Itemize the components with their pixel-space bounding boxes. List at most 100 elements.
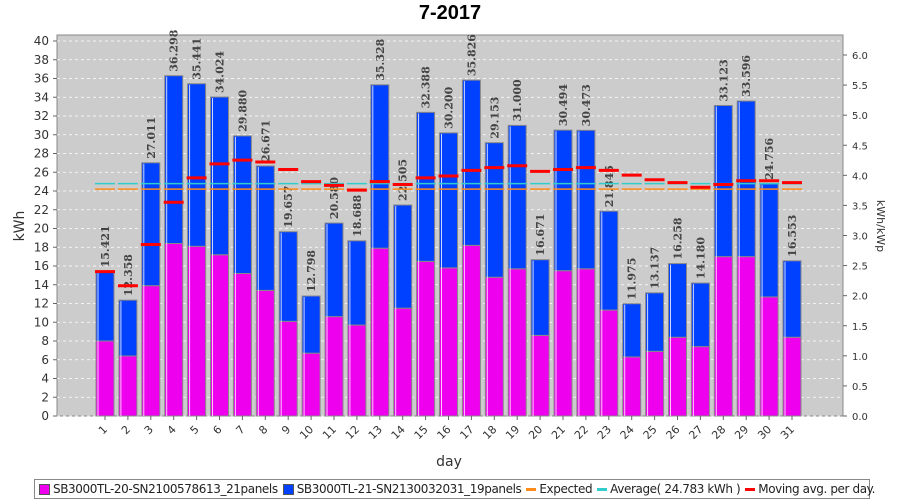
data-label: 32.388 — [420, 66, 433, 108]
x-tick-label: 8 — [256, 423, 270, 437]
bar-series-2 — [95, 270, 115, 342]
bar-series-1 — [713, 256, 733, 417]
data-label: 30.473 — [580, 84, 593, 126]
bar-series-2 — [645, 292, 665, 352]
legend-item-moving-avg: Moving avg. per day. — [745, 482, 875, 496]
x-tick-label: 25 — [641, 423, 660, 442]
y-tick-label: 8 — [41, 334, 49, 348]
y-tick-label: 12 — [34, 297, 49, 311]
bar-series-2 — [576, 129, 596, 270]
legend-line — [745, 487, 756, 491]
legend-label: SB3000TL-21-SN2130032031_19panels — [296, 482, 522, 496]
x-tick-label: 26 — [664, 423, 683, 442]
bar-series-2 — [622, 303, 642, 358]
legend-label: Expected — [539, 482, 593, 496]
x-tick-label: 24 — [618, 423, 637, 442]
bar-series-2 — [255, 165, 275, 291]
y2-tick-label: 0.0 — [852, 412, 868, 423]
bar-series-1 — [393, 307, 413, 417]
y-tick-label: 14 — [34, 278, 49, 292]
bar-series-1 — [370, 247, 390, 417]
data-label: 19.657 — [282, 186, 295, 228]
data-label: 27.011 — [145, 117, 158, 159]
bar-series-2 — [461, 79, 481, 246]
data-label: 35.441 — [191, 38, 204, 80]
x-tick-label: 10 — [297, 423, 316, 442]
bar-series-1 — [347, 324, 367, 417]
bar-series-1 — [439, 267, 458, 417]
bar-series-2 — [713, 104, 733, 258]
bar-series-2 — [141, 162, 161, 287]
bar-series-1 — [576, 268, 596, 417]
x-tick-label: 21 — [549, 423, 568, 442]
x-tick-label: 28 — [709, 423, 728, 442]
bar-series-2 — [507, 124, 527, 270]
bar-series-2 — [553, 129, 573, 272]
bar-series-1 — [95, 340, 115, 417]
y-tick-label: 38 — [34, 53, 49, 67]
data-label: 16.258 — [672, 217, 685, 259]
data-label: 30.200 — [443, 86, 456, 128]
x-tick-label: 14 — [389, 423, 408, 442]
data-label: 33.596 — [740, 55, 753, 97]
x-tick-label: 15 — [412, 423, 431, 442]
y-tick-label: 18 — [34, 240, 49, 254]
y-tick-label: 30 — [34, 128, 49, 142]
bar-series-1 — [416, 260, 436, 417]
legend-item-expected: Expected — [526, 482, 593, 496]
x-tick-label: 19 — [503, 423, 522, 442]
bar-series-2 — [668, 263, 687, 338]
legend-item-average: Average( 24.783 kWh ) — [597, 482, 741, 496]
bar-series-1 — [255, 289, 275, 417]
y-tick-label: 10 — [34, 315, 49, 329]
y-tick-label: 16 — [34, 259, 49, 273]
bar-series-1 — [141, 285, 161, 417]
bar-series-1 — [599, 309, 619, 417]
bar-series-2 — [324, 222, 344, 318]
y-tick-label: 4 — [41, 372, 49, 386]
x-tick-label: 20 — [526, 423, 545, 442]
bar-series-1 — [507, 268, 527, 417]
x-tick-label: 4 — [165, 423, 179, 437]
bar-series-2 — [118, 299, 138, 357]
x-tick-label: 17 — [457, 423, 476, 442]
bar-series-1 — [553, 270, 573, 417]
bar-series-1 — [232, 273, 252, 417]
bar-series-2 — [530, 259, 550, 336]
x-tick-label: 18 — [480, 423, 499, 442]
chart-title: 7-2017 — [418, 2, 482, 24]
bar-series-1 — [690, 346, 710, 417]
y2-tick-label: 2.0 — [852, 292, 868, 303]
y-tick-label: 34 — [34, 90, 49, 104]
y2-tick-label: 5.5 — [852, 81, 868, 92]
data-label: 31.000 — [511, 79, 524, 121]
data-label: 12.358 — [122, 254, 135, 296]
x-tick-label: 12 — [343, 423, 362, 442]
y-tick-label: 36 — [34, 72, 49, 86]
y2-tick-label: 3.5 — [852, 201, 868, 212]
x-tick-label: 16 — [435, 423, 454, 442]
data-label: 35.328 — [374, 38, 387, 80]
bar-series-1 — [187, 245, 207, 417]
y-axis-title: kWh — [12, 211, 28, 242]
bar-series-1 — [301, 352, 321, 417]
bar-series-2 — [232, 135, 252, 274]
data-label: 26.671 — [259, 120, 272, 162]
data-label: 20.580 — [328, 177, 341, 219]
bar-series-2 — [393, 204, 413, 309]
y2-tick-label: 6.0 — [852, 51, 868, 62]
bar-series-1 — [461, 244, 481, 417]
y-tick-label: 24 — [34, 184, 49, 198]
y2-tick-label: 4.0 — [852, 171, 868, 182]
data-label: 29.880 — [236, 89, 249, 131]
bar-series-1 — [645, 350, 665, 417]
legend-line — [526, 487, 537, 491]
legend-item-series-1: SB3000TL-20-SN2100578613_21panels — [39, 482, 278, 496]
x-tick-label: 22 — [572, 423, 591, 442]
x-tick-label: 1 — [96, 423, 110, 437]
bar-series-2 — [599, 210, 619, 311]
y-tick-label: 28 — [34, 147, 49, 161]
bar-series-2 — [782, 260, 802, 338]
data-label: 16.553 — [786, 215, 799, 257]
y2-axis-title: kWh/kWp — [874, 200, 887, 252]
